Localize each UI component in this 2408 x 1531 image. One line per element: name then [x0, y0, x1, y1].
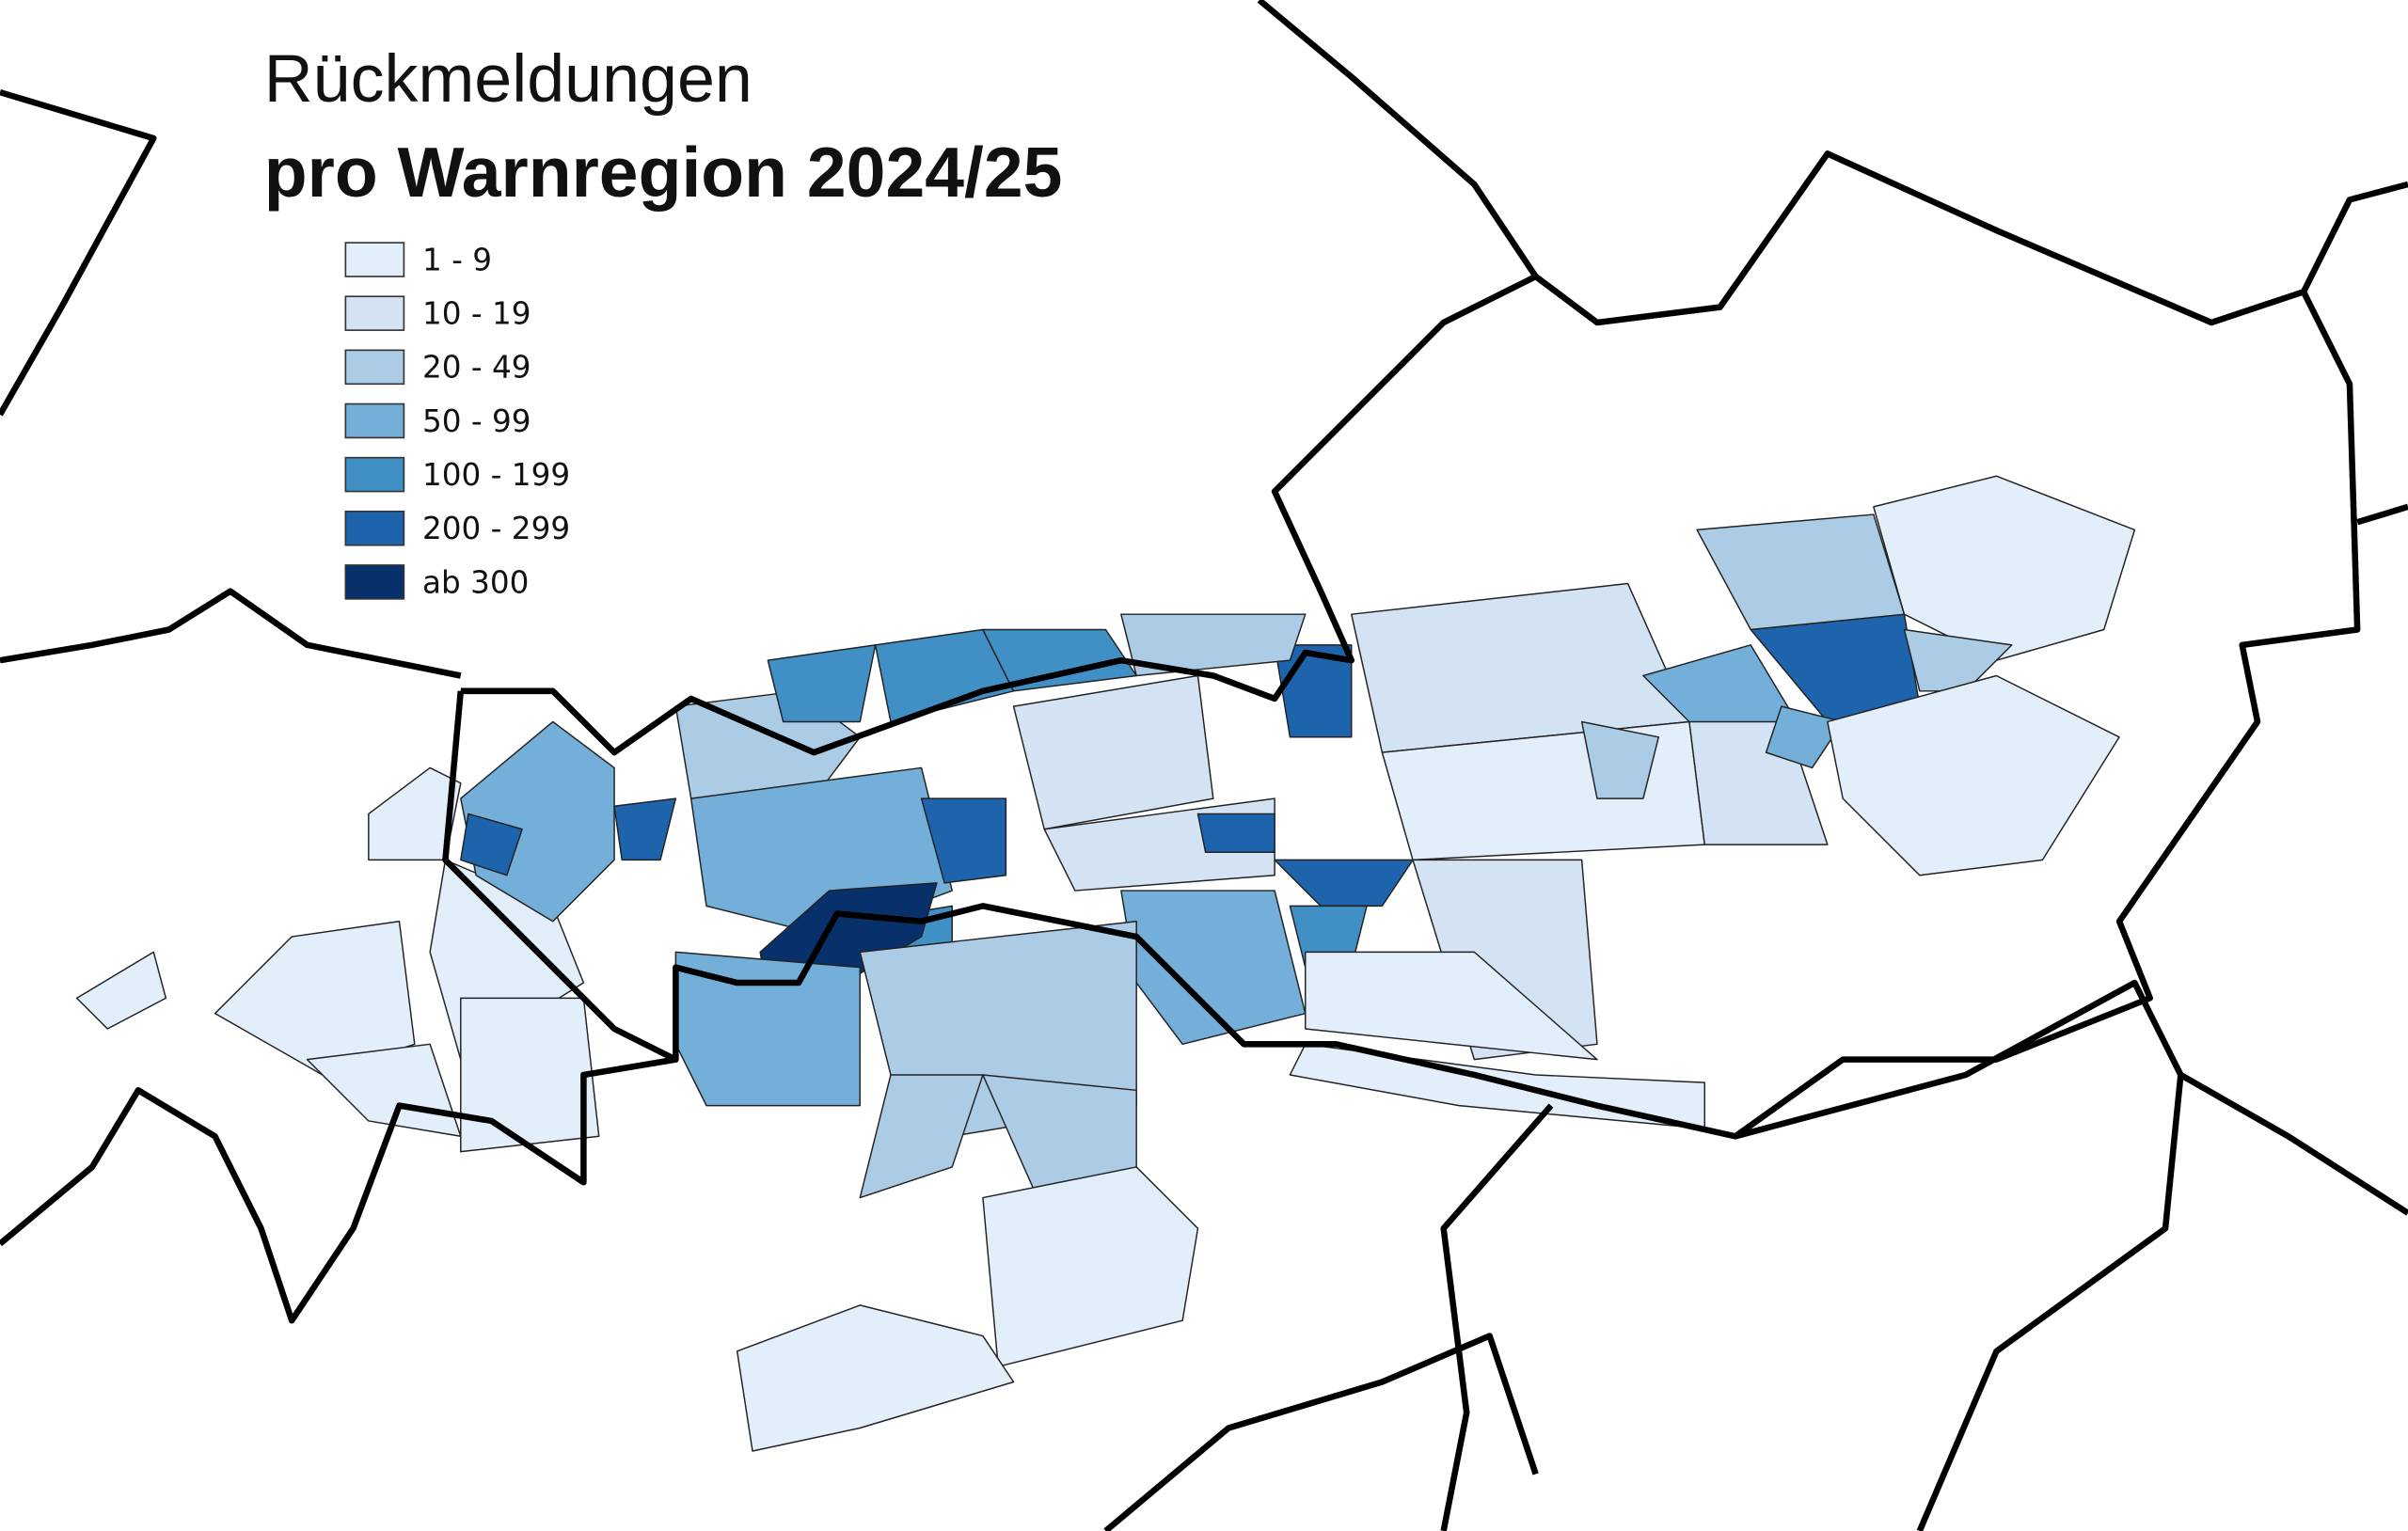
- region: [1827, 674, 2120, 876]
- legend: 1 - 9 10 - 19 20 - 49 50 - 99 100 - 199 200 -…: [344, 242, 570, 600]
- region: [1765, 705, 1844, 769]
- region: [859, 1074, 984, 1199]
- legend-label: 20 - 49: [422, 350, 531, 386]
- region: [1274, 859, 1414, 908]
- legend-swatch: [344, 456, 405, 493]
- legend-label: ab 300: [422, 564, 529, 600]
- legend-label: 1 - 9: [422, 242, 492, 277]
- region: [1305, 951, 1598, 1061]
- region: [214, 920, 416, 1076]
- swiss-border: [0, 588, 676, 1324]
- region: [460, 997, 600, 1153]
- region: [613, 797, 677, 861]
- legend-label: 100 - 199: [422, 457, 570, 493]
- region: [75, 951, 167, 1030]
- legend-swatch: [344, 402, 405, 439]
- legend-label: 200 - 299: [422, 511, 570, 546]
- regions: [75, 475, 2136, 1452]
- legend-swatch: [344, 510, 405, 546]
- german-border: [0, 0, 2408, 526]
- region: [1120, 613, 1307, 677]
- south-border: [1103, 979, 2408, 1531]
- legend-swatch: [344, 242, 405, 277]
- region: [1873, 475, 2136, 661]
- austria-border: [442, 150, 2361, 1140]
- region: [1196, 813, 1275, 853]
- legend-label: 50 - 99: [422, 403, 531, 439]
- region: [920, 797, 1007, 884]
- legend-swatch: [344, 295, 405, 331]
- title-line1: Rückmeldungen: [264, 41, 752, 117]
- region: [1580, 720, 1659, 799]
- region: [982, 1166, 1199, 1367]
- region: [368, 766, 462, 861]
- region: [1012, 674, 1214, 830]
- region: [767, 644, 877, 723]
- legend-swatch: [344, 349, 405, 386]
- legend-label: 10 - 19: [422, 296, 531, 332]
- region: [736, 1304, 1015, 1452]
- legend-swatch: [344, 564, 405, 600]
- region: [460, 813, 523, 876]
- title-line2: pro Warnregion 2024/25: [264, 133, 1063, 212]
